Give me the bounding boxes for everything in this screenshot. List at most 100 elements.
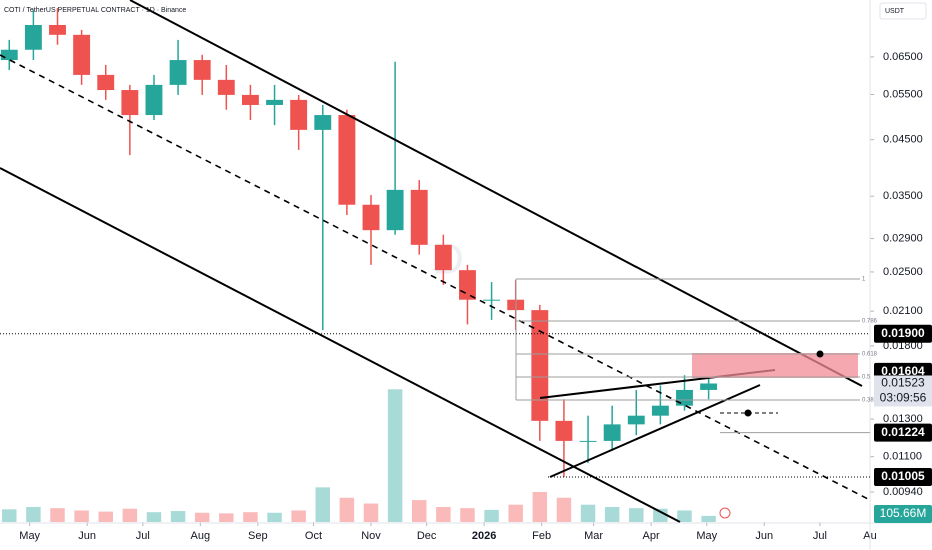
candle-body bbox=[145, 84, 163, 116]
volume-bar bbox=[653, 508, 668, 522]
x-tick-label: May bbox=[696, 530, 717, 542]
y-tick-label: 0.05500 bbox=[883, 88, 923, 100]
volume-bar bbox=[387, 389, 403, 522]
price-badge bbox=[874, 468, 932, 487]
last-price-badge bbox=[874, 375, 932, 407]
volume-bar bbox=[556, 497, 572, 522]
x-tick-label: Nov bbox=[361, 530, 381, 542]
candle-body bbox=[603, 424, 621, 441]
volume-bar bbox=[146, 512, 162, 522]
volume-bar bbox=[26, 507, 41, 522]
channel-mid bbox=[0, 54, 871, 501]
fib-label: 0.5 bbox=[862, 375, 871, 381]
y-tick-label: 0.01300 bbox=[883, 413, 923, 425]
event-icon bbox=[719, 507, 731, 519]
fib-label: 0.382 bbox=[862, 398, 878, 404]
x-tick-label: Apr bbox=[643, 530, 660, 542]
eye-icon bbox=[744, 409, 752, 417]
header-title: COTI / TetherUS PERPETUAL CONTRACT · 1D … bbox=[4, 7, 186, 14]
volume-bar bbox=[363, 503, 379, 522]
volume-bar bbox=[701, 515, 716, 522]
eye-icon bbox=[816, 350, 824, 358]
candle-body bbox=[434, 244, 452, 271]
volume-bar bbox=[532, 492, 548, 522]
candle-body bbox=[290, 99, 308, 130]
volume-bar bbox=[243, 512, 258, 522]
price-badge bbox=[874, 324, 932, 343]
y-tick-label: 0.00940 bbox=[883, 486, 923, 498]
x-tick-label: Mar bbox=[584, 530, 603, 542]
volume-bar bbox=[460, 508, 475, 522]
volume-bar bbox=[508, 504, 523, 522]
volume-bar bbox=[339, 497, 355, 522]
volume-bar bbox=[50, 508, 65, 522]
volume-badge bbox=[874, 505, 932, 523]
price-badge bbox=[874, 423, 932, 442]
price-badge-label: 0.01005 bbox=[881, 469, 925, 483]
candle-body bbox=[217, 79, 235, 95]
candle-body bbox=[700, 383, 718, 390]
channel-upper bbox=[129, 0, 863, 387]
candle-body bbox=[49, 25, 66, 35]
volume-bar bbox=[411, 500, 427, 522]
volume-bar bbox=[219, 513, 234, 522]
volume-bar bbox=[436, 507, 451, 522]
x-tick-label: Jun bbox=[755, 530, 773, 542]
candle-body bbox=[314, 115, 332, 130]
x-tick-label: Jun bbox=[78, 530, 96, 542]
countdown: 03:09:56 bbox=[880, 391, 927, 405]
volume-badge-label: 105.66M bbox=[880, 506, 927, 520]
volume-bar bbox=[291, 510, 306, 522]
candle-body bbox=[24, 25, 42, 50]
supply-zone bbox=[692, 353, 858, 378]
currency[interactable]: USDT bbox=[885, 8, 905, 15]
candle-body bbox=[555, 420, 573, 441]
y-tick-label: 0.02900 bbox=[883, 232, 923, 244]
candle-body bbox=[579, 440, 597, 442]
volume-bar bbox=[74, 510, 89, 522]
candle-body bbox=[531, 310, 549, 421]
candle-body bbox=[651, 405, 669, 416]
currency-box[interactable] bbox=[879, 2, 927, 20]
volume-bar bbox=[604, 507, 620, 522]
volume-bar bbox=[122, 508, 138, 522]
candle-body bbox=[121, 90, 139, 116]
candle-body bbox=[0, 49, 18, 61]
candle-body bbox=[627, 415, 645, 425]
y-tick-label: 0.02500 bbox=[883, 266, 923, 278]
candle-body bbox=[241, 94, 259, 105]
volume-bar bbox=[98, 511, 113, 522]
x-tick-label: Feb bbox=[532, 530, 551, 542]
fib-label: 0.618 bbox=[862, 352, 878, 358]
candle-body bbox=[169, 60, 187, 85]
x-tick-label: Jul bbox=[136, 530, 150, 542]
y-tick-label: 0.03500 bbox=[883, 190, 923, 202]
fib-label: 0.786 bbox=[862, 319, 878, 325]
price-badge-label: 0.01224 bbox=[881, 425, 925, 439]
volume-bar bbox=[677, 510, 692, 522]
volume-bar bbox=[2, 509, 17, 522]
y-tick-label: 0.01800 bbox=[883, 340, 923, 352]
candle-body bbox=[266, 99, 283, 105]
candle-body bbox=[97, 74, 115, 91]
volume-bar bbox=[170, 511, 186, 522]
y-tick-label: 0.06500 bbox=[883, 51, 923, 63]
y-tick-label: 0.02100 bbox=[883, 305, 923, 317]
candle-body bbox=[193, 60, 211, 80]
y-tick-label: 0.04500 bbox=[883, 134, 923, 146]
candle-body bbox=[73, 34, 91, 75]
volume-bar bbox=[267, 512, 282, 522]
candle-body bbox=[459, 270, 476, 300]
candle-body bbox=[483, 299, 501, 301]
price-badge-label: 0.01900 bbox=[881, 326, 925, 340]
candle-body bbox=[386, 189, 404, 231]
volume-bar bbox=[484, 509, 499, 522]
volume-bar bbox=[315, 487, 331, 522]
x-tick-label: 2026 bbox=[472, 530, 496, 542]
candle-body bbox=[676, 389, 693, 406]
channel-lower bbox=[0, 167, 681, 523]
volume-bar bbox=[580, 504, 596, 522]
x-tick-label: Dec bbox=[417, 530, 437, 542]
